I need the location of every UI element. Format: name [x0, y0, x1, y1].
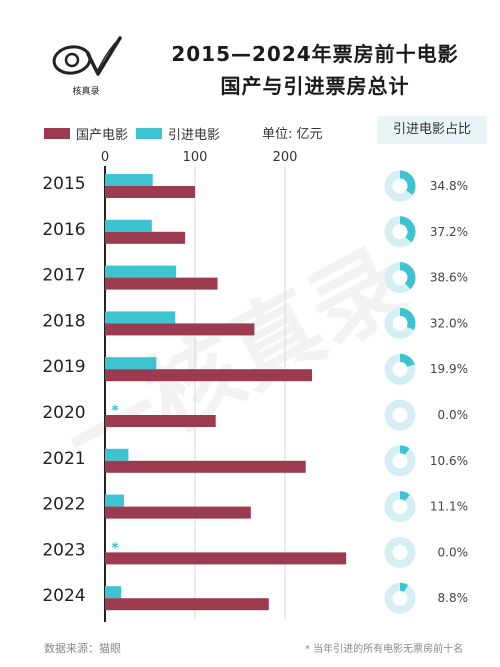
bar-domestic: [105, 369, 312, 382]
bar-domestic: [105, 415, 216, 427]
donut-arc: [399, 216, 416, 243]
bar-imported: [105, 586, 122, 599]
bar-imported: [105, 265, 177, 278]
page-subtitle: 国产与引进票房总计: [220, 74, 410, 98]
year-label: 2023: [42, 540, 85, 560]
ratio-label: 11.1%: [430, 500, 468, 514]
bar-imported: [105, 448, 129, 461]
year-label: 2022: [42, 495, 85, 515]
watermark: 一核真录: [47, 228, 423, 496]
bar-domestic: [105, 277, 218, 290]
legend-domestic-swatch: [44, 128, 70, 139]
bar-imported: [105, 357, 157, 370]
star-marker: *: [111, 403, 119, 419]
bar-imported: [105, 494, 124, 507]
bar-domestic: [105, 186, 195, 198]
year-label: 2019: [42, 357, 85, 377]
ratio-label: 38.6%: [430, 271, 468, 285]
year-label: 2017: [42, 266, 85, 286]
source-note: 数据来源：猫眼: [44, 642, 121, 655]
legend-domestic-label: 国产电影: [76, 128, 129, 143]
year-label: 2020: [42, 403, 85, 423]
year-label: 2016: [42, 220, 85, 240]
donut-arc: [399, 491, 410, 502]
bar-imported: [105, 174, 153, 186]
ratio-label: 19.9%: [430, 362, 468, 376]
bar-imported: [105, 219, 152, 232]
x-tick-label: 0: [101, 150, 109, 165]
donut-arc: [399, 445, 410, 456]
bar-domestic: [105, 231, 186, 244]
year-label: 2015: [42, 174, 85, 194]
bar-domestic: [105, 323, 255, 336]
ratio-label: 37.2%: [430, 225, 468, 239]
donut-track: [384, 536, 416, 568]
logo-text: 核真录: [72, 85, 99, 97]
legend-domestic: 国产电影: [44, 124, 128, 143]
donut-track: [384, 399, 416, 431]
x-tick-label: 100: [183, 150, 208, 165]
ratio-header: 引进电影占比: [377, 116, 487, 144]
donut-arc: [399, 170, 416, 195]
ratio-label: 8.8%: [438, 591, 469, 605]
ratio-label: 0.0%: [438, 408, 469, 422]
bar-domestic: [105, 552, 347, 565]
x-tick-label: 200: [273, 150, 298, 165]
year-label: 2018: [42, 311, 85, 331]
bar-domestic: [105, 460, 306, 473]
star-marker: *: [111, 540, 119, 556]
donut-arc: [399, 262, 416, 290]
legend-imported-label: 引进电影: [168, 128, 221, 143]
donut-arc: [399, 353, 415, 368]
donut-arc: [399, 307, 416, 330]
bar-domestic: [105, 506, 251, 519]
bar-imported: [105, 311, 176, 324]
bar-domestic: [105, 598, 269, 611]
ratio-label: 0.0%: [438, 545, 469, 559]
logo: 核真录: [52, 36, 122, 97]
legend-imported-swatch: [136, 128, 162, 139]
year-label: 2021: [42, 449, 85, 469]
page-title: 2015—2024年票房前十电影: [171, 42, 459, 66]
unit-label: 单位: 亿元: [262, 127, 323, 142]
ratio-label: 32.0%: [430, 316, 468, 330]
footnote: * 当年引进的所有电影无票房前十名: [305, 644, 464, 655]
legend-imported: 引进电影: [136, 124, 220, 143]
ratio-label: 10.6%: [430, 454, 468, 468]
ratio-label: 34.8%: [430, 179, 468, 193]
donut-arc: [399, 582, 409, 592]
year-label: 2024: [42, 586, 85, 606]
